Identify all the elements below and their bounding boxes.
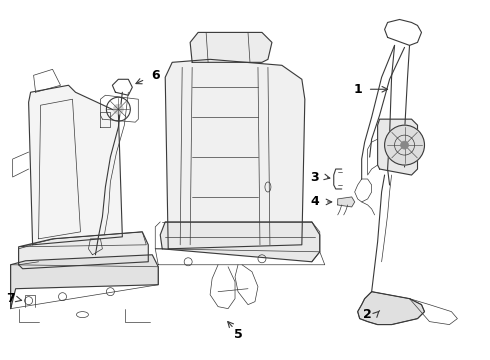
- Circle shape: [400, 141, 409, 149]
- Text: 4: 4: [311, 195, 319, 208]
- Polygon shape: [19, 232, 148, 269]
- Text: 3: 3: [311, 171, 319, 184]
- Text: 1: 1: [353, 83, 362, 96]
- Polygon shape: [28, 85, 122, 245]
- Text: 5: 5: [234, 328, 243, 341]
- Text: 2: 2: [363, 308, 372, 321]
- Polygon shape: [358, 292, 424, 325]
- Polygon shape: [378, 119, 417, 175]
- Polygon shape: [11, 255, 158, 309]
- Circle shape: [113, 104, 123, 114]
- Circle shape: [385, 125, 424, 165]
- Polygon shape: [338, 197, 355, 207]
- Polygon shape: [165, 59, 305, 249]
- Polygon shape: [160, 222, 320, 262]
- Polygon shape: [190, 32, 272, 62]
- Text: 7: 7: [6, 292, 15, 305]
- Text: 6: 6: [151, 69, 160, 82]
